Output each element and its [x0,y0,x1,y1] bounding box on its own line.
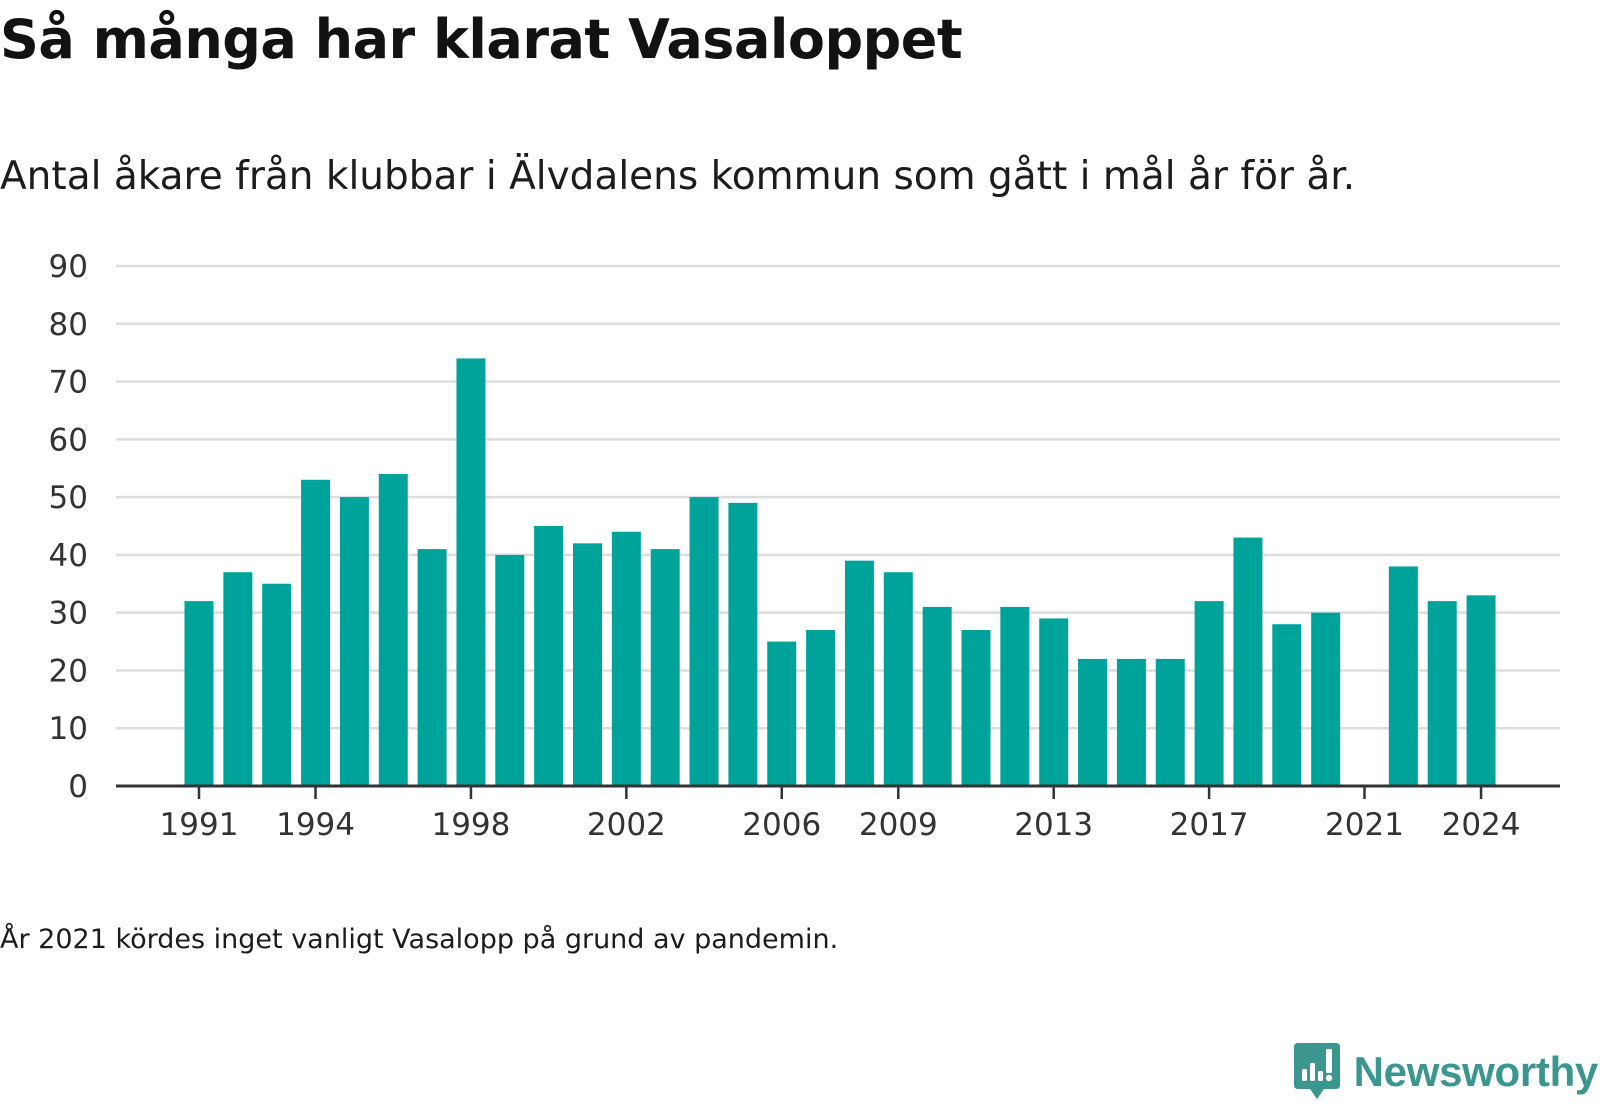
bar-2012 [1000,606,1030,786]
bar-2018 [1233,537,1263,786]
bar-1992 [223,572,253,786]
bar-chart: 0 10 20 30 40 50 60 70 80 90 1991 1994 1998 2002 2006 2… [49,249,1560,843]
x-tick-label: 2002 [587,807,666,843]
bar-2008 [844,560,874,786]
x-tick-label: 2017 [1170,807,1249,843]
bar-2005 [728,502,758,786]
bar-1996 [378,474,408,786]
x-tick-label: 1994 [276,807,355,843]
x-tick-label: 1991 [160,807,239,843]
x-tick-label: 2009 [859,807,938,843]
bar-1991 [184,601,214,786]
bar-2003 [650,549,680,786]
newsworthy-logo-icon [1293,1043,1340,1099]
y-tick-label: 10 [49,711,88,747]
x-axis [116,784,1560,799]
bar-2009 [883,572,913,786]
bar-1998 [456,358,486,786]
bar-2002 [611,531,641,786]
footnote: År 2021 kördes inget vanligt Vasalopp på… [0,924,839,955]
bar-1994 [301,479,331,786]
bar-2013 [1039,618,1069,786]
axis-labels: 0 10 20 30 40 50 60 70 80 90 1991 1994 1998 2002 2006 2… [49,249,1521,843]
y-tick-label: 60 [49,422,88,458]
bar-1993 [262,583,292,786]
bar-2016 [1155,658,1185,786]
bar-2004 [689,497,719,786]
y-tick-label: 0 [68,769,88,805]
bar-2011 [961,630,991,786]
chart-subtitle: Antal åkare från klubbar i Älvdalens kom… [0,154,1356,199]
bar-2020 [1311,612,1341,786]
x-tick-label: 2024 [1442,807,1521,843]
bar-1995 [339,497,369,786]
bar-2014 [1078,658,1108,786]
bar-2000 [534,526,564,786]
y-tick-label: 30 [49,596,88,632]
bar-2006 [767,641,797,786]
y-tick-label: 20 [49,653,88,689]
y-tick-label: 50 [49,480,88,516]
bar-2001 [573,543,602,786]
y-tick-label: 70 [49,365,88,401]
y-tick-label: 90 [49,249,88,285]
gridlines [116,264,1560,730]
bar-2015 [1116,658,1146,786]
bar-2019 [1272,624,1302,786]
bar-2023 [1427,601,1457,786]
bar-2017 [1194,601,1224,786]
x-tick-label: 1998 [431,807,510,843]
x-tick-label: 2006 [742,807,821,843]
bars [184,358,1496,786]
brand-name: Newsworthy [1353,1048,1599,1095]
x-tick-label: 2021 [1325,807,1404,843]
y-tick-label: 80 [49,307,88,343]
bar-1999 [495,554,525,786]
bar-1997 [417,549,447,786]
bar-2010 [922,606,952,786]
bar-2022 [1388,566,1418,786]
newsworthy-logo: Newsworthy [1292,1040,1598,1104]
bar-2024 [1466,595,1496,786]
y-tick-label: 40 [49,538,88,574]
bar-2007 [806,630,836,786]
x-tick-label: 2013 [1014,807,1093,843]
chart-title: Så många har klarat Vasaloppet [0,8,963,71]
